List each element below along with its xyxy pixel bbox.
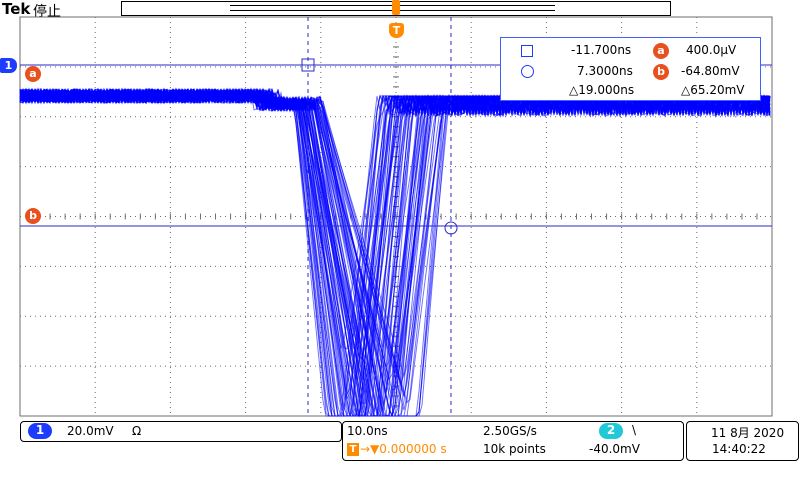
sample-rate: 2.50GS/s bbox=[483, 424, 537, 438]
trigger-marker[interactable]: T bbox=[389, 23, 404, 38]
trigger-position: →▼0.000000 s bbox=[360, 442, 447, 456]
timebase-scale: 10.0ns bbox=[347, 424, 388, 438]
acquisition-state: 停止 bbox=[33, 4, 61, 20]
cursor-readout-panel: -11.700ns a 400.0μV 7.3000ns b -64.80mV … bbox=[500, 37, 761, 101]
brand-logo: Tek bbox=[2, 0, 31, 18]
cursor1-time: -11.700ns bbox=[571, 43, 632, 57]
channel1-badge: 1 bbox=[28, 423, 52, 439]
channel1-coupling: Ω bbox=[132, 424, 142, 438]
square-cursor-icon bbox=[521, 45, 533, 57]
trigger-level: -40.0mV bbox=[589, 442, 640, 456]
circle-cursor-icon bbox=[521, 65, 534, 78]
cursor-square-marker bbox=[301, 58, 315, 72]
trigger-position-marker bbox=[392, 0, 400, 15]
delta-time: △19.000ns bbox=[569, 83, 635, 97]
cursor-b-value: -64.80mV bbox=[681, 64, 740, 78]
timebase-trigger-settings[interactable]: 10.0ns 2.50GS/s 2 \ T →▼0.000000 s 10k p… bbox=[342, 421, 684, 461]
trigger-source-badge: 2 bbox=[599, 423, 623, 439]
cursor-b-icon: b bbox=[653, 64, 669, 80]
cursor2-time: 7.3000ns bbox=[577, 64, 633, 78]
cursor-b-badge[interactable]: b bbox=[25, 208, 41, 224]
cursor-a-icon: a bbox=[653, 43, 669, 59]
delta-value: △65.20mV bbox=[681, 83, 745, 97]
date: 11 8月 2020 bbox=[711, 426, 785, 440]
time: 14:40:22 bbox=[712, 442, 766, 456]
date-time: 11 8月 2020 14:40:22 bbox=[686, 421, 799, 461]
trigger-position-badge: T bbox=[347, 443, 359, 456]
cursor-a-value: 400.0μV bbox=[686, 43, 737, 57]
record-view-bar[interactable] bbox=[121, 0, 671, 16]
channel1-scale: 20.0mV bbox=[67, 424, 114, 438]
waveform-trace bbox=[19, 87, 771, 399]
channel1-marker[interactable]: 1 bbox=[0, 58, 17, 73]
cursor-a-badge[interactable]: a bbox=[25, 66, 41, 82]
trigger-slope-icon: \ bbox=[632, 423, 637, 437]
channel1-settings[interactable]: 1 20.0mV Ω bbox=[20, 421, 342, 442]
cursor-circle-marker bbox=[444, 221, 458, 235]
record-length: 10k points bbox=[483, 442, 546, 456]
